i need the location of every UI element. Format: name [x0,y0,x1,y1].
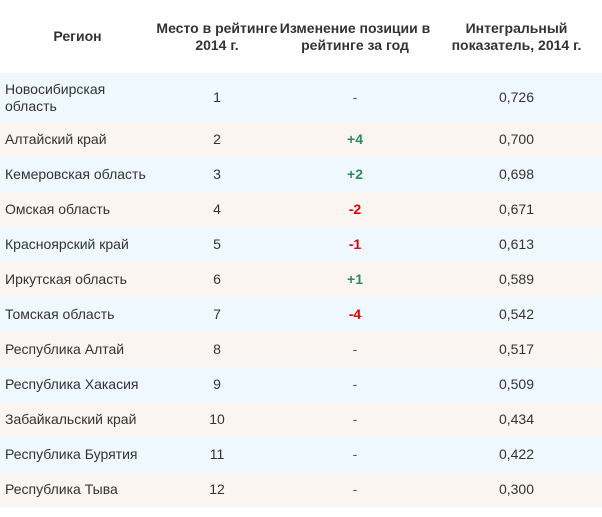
change-cell: - [352,376,358,392]
table-row: Республика Алтай 8 - 0,517 [0,332,602,367]
table-row: Иркутская область 6 +1 0,589 [0,262,602,297]
rank-cell: 12 [209,481,225,497]
header-region: Регион [53,28,102,44]
rank-cell: 11 [209,446,225,462]
change-cell: -4 [348,306,362,322]
table-row: Омская область 4 -2 0,671 [0,192,602,227]
change-cell: - [352,89,358,105]
rank-cell: 3 [213,166,221,182]
region-cell: Новосибирская область [5,80,106,114]
rank-cell: 4 [213,201,221,217]
region-cell: Республика Тыва [5,481,118,497]
rank-cell: 1 [213,89,221,105]
change-cell: - [352,341,358,357]
table-row: Красноярский край 5 -1 0,613 [0,227,602,262]
region-cell: Омская область [5,201,111,217]
value-cell: 0,700 [498,131,535,147]
region-cell: Алтайский край [5,131,107,147]
region-cell: Иркутская область [5,271,127,287]
value-cell: 0,589 [498,271,535,287]
value-cell: 0,698 [498,166,535,182]
change-cell: - [352,481,358,497]
region-cell: Кемеровская область [5,166,146,182]
rank-cell: 2 [213,131,221,147]
rank-cell: 7 [213,306,221,322]
table-row: Кемеровская область 3 +2 0,698 [0,157,602,192]
region-cell: Республика Хакасия [5,376,139,392]
value-cell: 0,434 [498,411,535,427]
rank-cell: 8 [213,341,221,357]
value-cell: 0,422 [498,446,535,462]
rank-cell: 5 [213,236,221,252]
header-row: Регион Место в рейтинге 2014 г. Изменени… [0,0,602,73]
table-row: Алтайский край 2 +4 0,700 [0,122,602,157]
region-cell: Республика Бурятия [5,446,138,462]
value-cell: 0,300 [498,481,535,497]
rank-cell: 10 [209,411,225,427]
value-cell: 0,726 [498,89,535,105]
table-row: Томская область 7 -4 0,542 [0,297,602,332]
change-cell: -2 [348,201,362,217]
change-cell: - [352,446,358,462]
table-row: Новосибирская область 1 - 0,726 [0,73,602,122]
change-cell: +2 [347,166,363,182]
header-change: Изменение позиции в рейтинге за год [279,19,431,53]
table-row: Республика Хакасия 9 - 0,509 [0,367,602,402]
header-value: Интегральный показатель, 2014 г. [451,19,582,53]
table-body: Новосибирская область 1 - 0,726 Алтайски… [0,73,602,507]
value-cell: 0,613 [498,236,535,252]
rank-cell: 9 [213,376,221,392]
change-cell: -1 [348,236,362,252]
region-cell: Забайкальский край [5,411,137,427]
value-cell: 0,671 [498,201,535,217]
header-rank: Место в рейтинге 2014 г. [156,19,278,53]
change-cell: - [352,411,358,427]
change-cell: +4 [347,131,363,147]
region-cell: Томская область [5,306,115,322]
value-cell: 0,509 [498,376,535,392]
table-row: Республика Тыва 12 - 0,300 [0,472,602,507]
value-cell: 0,517 [498,341,535,357]
region-cell: Красноярский край [5,236,129,252]
rank-cell: 6 [213,271,221,287]
region-cell: Республика Алтай [5,341,125,357]
value-cell: 0,542 [498,306,535,322]
table-row: Забайкальский край 10 - 0,434 [0,402,602,437]
table-row: Республика Бурятия 11 - 0,422 [0,437,602,472]
change-cell: +1 [347,271,363,287]
